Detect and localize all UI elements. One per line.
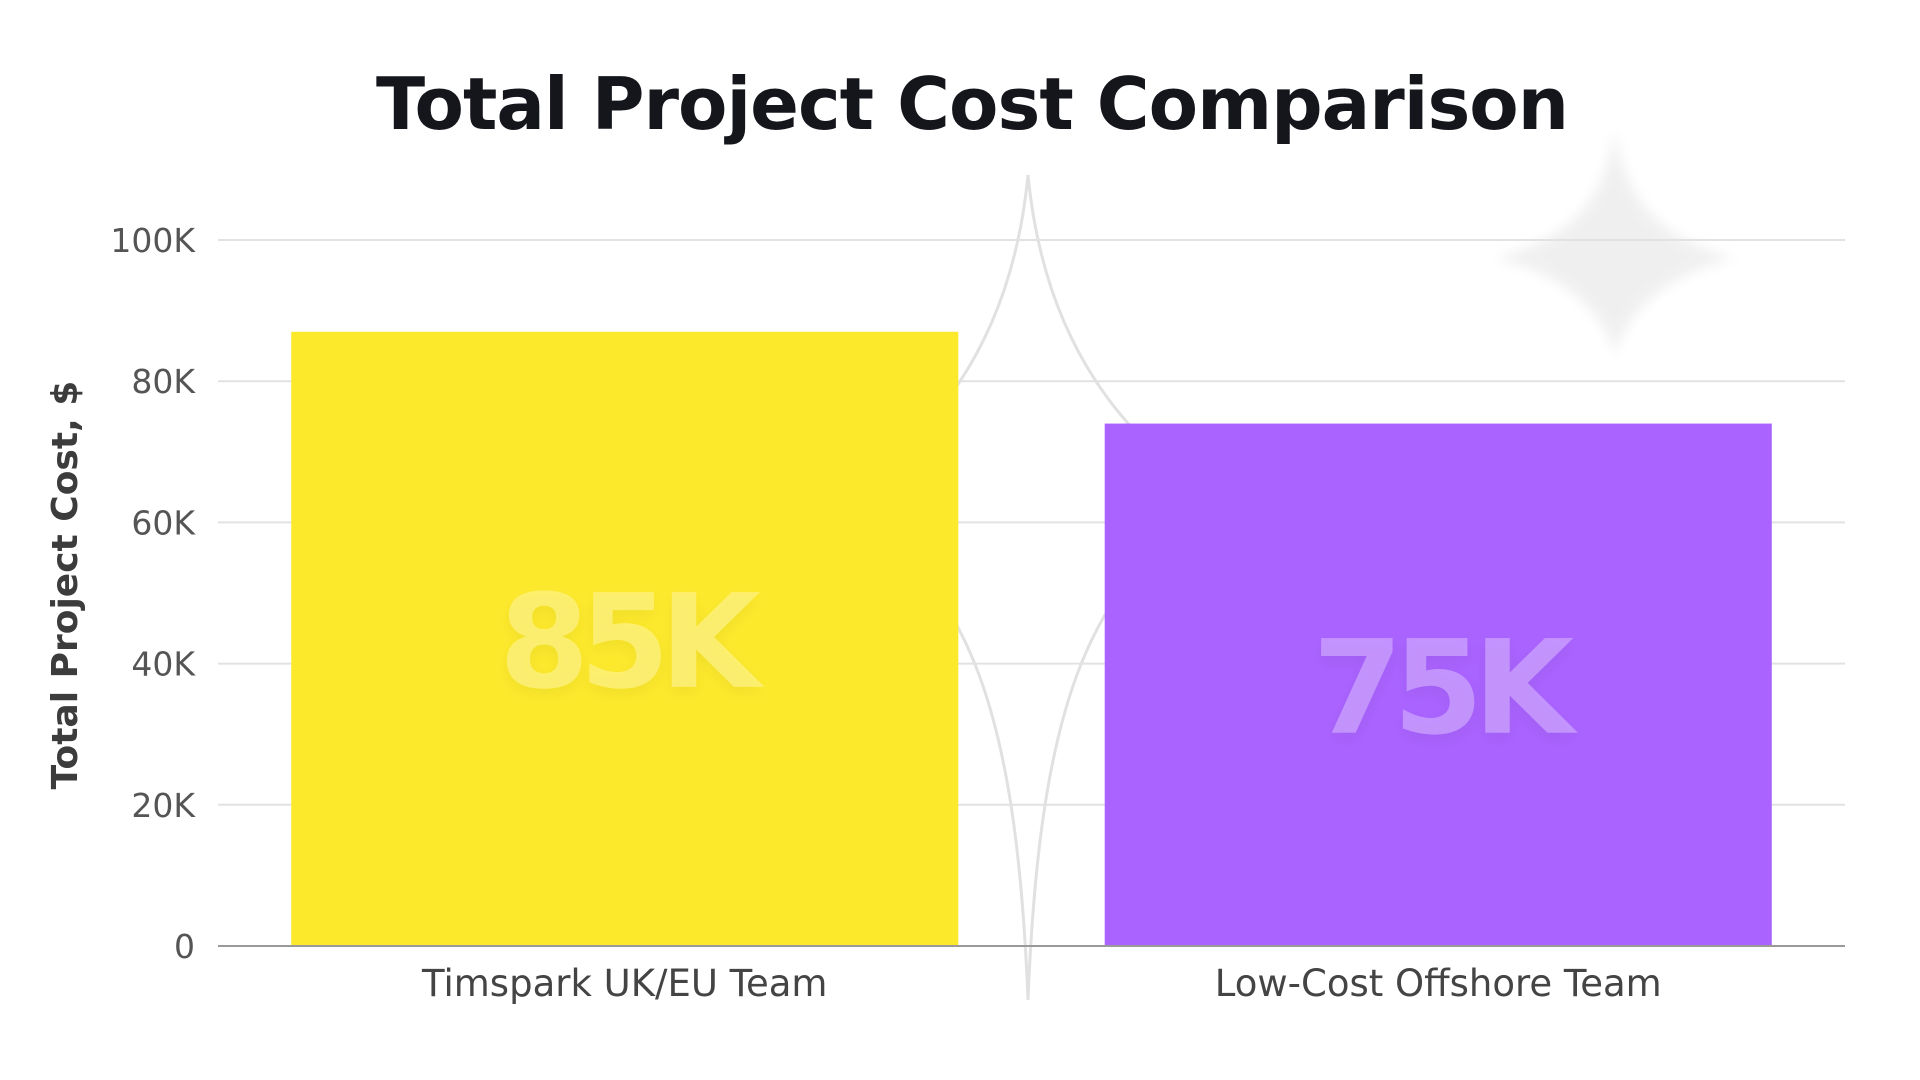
y-axis-label: Total Project Cost, $ [45,381,86,790]
data-labels: 85K 75K [499,566,1588,764]
y-tick-label: 20K [131,786,196,825]
y-tick-label: 60K [131,503,196,542]
small-sparkle-shape [1495,130,1735,355]
y-tick-label: 100K [110,221,196,260]
bar [291,331,959,946]
bar-data-label: 85K [499,566,765,718]
x-category-label: Low-Cost Offshore Team [1215,962,1662,1005]
x-category-label: Timspark UK/EU Team [421,962,827,1005]
bars [291,331,1772,946]
y-tick-label: 80K [131,362,196,401]
bar [1104,423,1772,946]
bar-data-label: 75K [1312,612,1578,764]
x-category-labels: Timspark UK/EU Team Low-Cost Offshore Tea… [421,962,1662,1005]
chart-title: Total Project Cost Comparison [375,62,1569,146]
y-tick-label: 40K [131,645,196,684]
y-tick-labels: 0 20K 40K 60K 80K 100K [110,221,196,966]
y-tick-label: 0 [174,927,195,966]
